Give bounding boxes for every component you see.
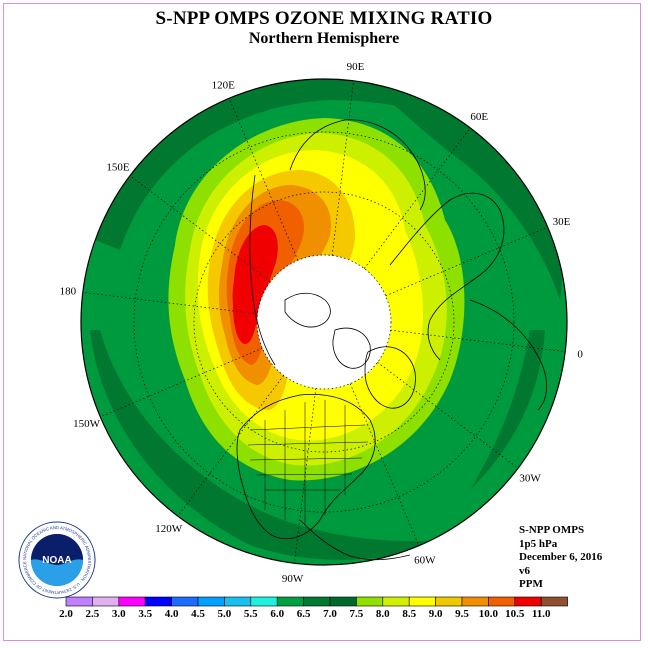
color-scale-tick-label: 6.5: [297, 608, 311, 620]
color-scale-box: [461, 596, 489, 607]
info-units: PPM: [519, 578, 543, 590]
coastline-eurasia-west: [389, 192, 505, 361]
color-scale-tick-label: 9.5: [455, 608, 469, 620]
coastline-alaska-siberia: [249, 174, 276, 366]
coastline-central-america: [299, 519, 411, 561]
color-scale-box: [118, 596, 146, 607]
longitude-label: 120W: [155, 523, 183, 535]
longitude-label: 120E: [212, 80, 236, 92]
color-scale-tick-label: 5.0: [218, 608, 232, 620]
info-instrument: S-NPP OMPS: [519, 524, 585, 536]
longitude-label: 180: [60, 286, 77, 298]
ozone-band-10p5: [232, 225, 278, 345]
color-scale-tick-label: 10.5: [505, 608, 525, 620]
color-scale-tick-label: 6.0: [270, 608, 284, 620]
color-scale-box: [171, 596, 199, 607]
longitude-label: 30E: [553, 216, 571, 228]
coastline-africa: [469, 299, 547, 411]
latitude-circle-50: [193, 191, 455, 453]
map-subtitle: Northern Hemisphere: [248, 30, 400, 47]
longitude-label: 150W: [73, 418, 101, 430]
info-date: December 6, 2016: [519, 551, 603, 563]
color-scale-tick-label: 4.5: [191, 608, 205, 620]
meridian-line: [82, 292, 258, 315]
latitude-circle-30: [133, 131, 515, 513]
color-scale-tick-label: 7.5: [350, 608, 364, 620]
color-scale-box: [65, 596, 93, 607]
color-scale-box: [356, 596, 384, 607]
coastlines: [236, 119, 547, 561]
image-frame: [3, 3, 641, 641]
coastline-arctic-island-1: [284, 292, 331, 328]
no-data-polar-cap: [257, 255, 391, 389]
color-scale-tick-label: 4.0: [165, 608, 179, 620]
map-title: S-NPP OMPS OZONE MIXING RATIO: [155, 8, 493, 29]
info-version: v6: [519, 564, 530, 577]
info-level: 1p5 hPa: [519, 537, 558, 550]
ozone-band-7p0-southeast: [470, 330, 545, 490]
meridian-line: [294, 388, 317, 564]
color-scale-tick-label: 3.0: [112, 608, 126, 620]
color-scale-tick-label: 2.0: [59, 608, 73, 620]
color-scale-box: [435, 596, 463, 607]
ozone-band-7p0-north: [95, 79, 520, 250]
coastline-greenland: [364, 346, 416, 409]
logo-text: NOAA: [42, 555, 71, 566]
longitude-label: 60E: [470, 111, 488, 123]
product-info: S-NPP OMPS 1p5 hPa December 6, 2016 v6 P…: [519, 524, 602, 592]
noaa-logo: NOAA NATIONAL OCEANIC AND ATMOSPHERIC AD…: [18, 521, 96, 599]
meridian-line: [349, 383, 420, 546]
color-scale-box: [329, 596, 357, 607]
color-scale-tick-label: 9.0: [429, 608, 443, 620]
color-scale-tick-label: 2.5: [86, 608, 100, 620]
color-scale-tick-label: 8.0: [376, 608, 390, 620]
longitude-label: 90E: [347, 61, 365, 73]
color-scale-box: [92, 596, 120, 607]
color-scale-box: [144, 596, 172, 607]
color-scale-box: [408, 596, 436, 607]
longitude-labels: 90E 60E 30E 0 30W 60W 90W 120W 150W 180 150E 120E: [60, 61, 584, 585]
longitude-label: 150E: [106, 162, 130, 174]
color-scale-box: [382, 596, 410, 607]
longitude-label: 90W: [282, 573, 304, 585]
longitude-label: 0: [577, 348, 583, 360]
meridian-line: [390, 329, 566, 352]
coastline-arctic-island-2: [332, 327, 371, 369]
color-scale-tick-label: 5.5: [244, 608, 258, 620]
color-scale-tick-label: 7.0: [323, 608, 337, 620]
ozone-band-7p0-south: [90, 330, 450, 560]
longitude-label: 60W: [414, 554, 436, 566]
coastline-north-america: [236, 394, 376, 539]
coastline-eurasia-north: [289, 119, 426, 211]
color-scale-boxes: [65, 596, 568, 607]
color-scale-box: [514, 596, 542, 607]
meridian-line: [364, 127, 471, 269]
color-scale-box: [488, 596, 516, 607]
color-scale-box: [224, 596, 252, 607]
color-scale-tick-label: 3.5: [138, 608, 152, 620]
color-scale-box: [250, 596, 278, 607]
meridian-line: [377, 362, 519, 469]
color-scale-tick-label: 8.5: [402, 608, 416, 620]
latitude-circle-70: [256, 254, 392, 390]
meridian-line: [331, 80, 354, 256]
color-scale-box: [276, 596, 304, 607]
meridian-line: [100, 347, 263, 418]
color-scale-labels: 2.0 2.5 3.0 3.5 4.0 4.5 5.0 5.5 6.0 6.5 7.0 7.5 8.0 8…: [59, 608, 551, 620]
color-scale-box: [197, 596, 225, 607]
longitude-label: 30W: [519, 472, 541, 484]
color-scale-box: [303, 596, 331, 607]
color-scale-tick-label: 11.0: [532, 608, 551, 620]
meridian-line: [385, 226, 548, 297]
graticule: [82, 80, 566, 564]
map-boundary: [80, 78, 568, 566]
meridian-line: [177, 375, 284, 517]
color-scale-box: [540, 596, 568, 607]
us-state-lines: [247, 400, 369, 525]
meridian-line: [129, 175, 271, 282]
meridian-line: [228, 98, 299, 261]
color-scale-tick-label: 10.0: [479, 608, 499, 620]
